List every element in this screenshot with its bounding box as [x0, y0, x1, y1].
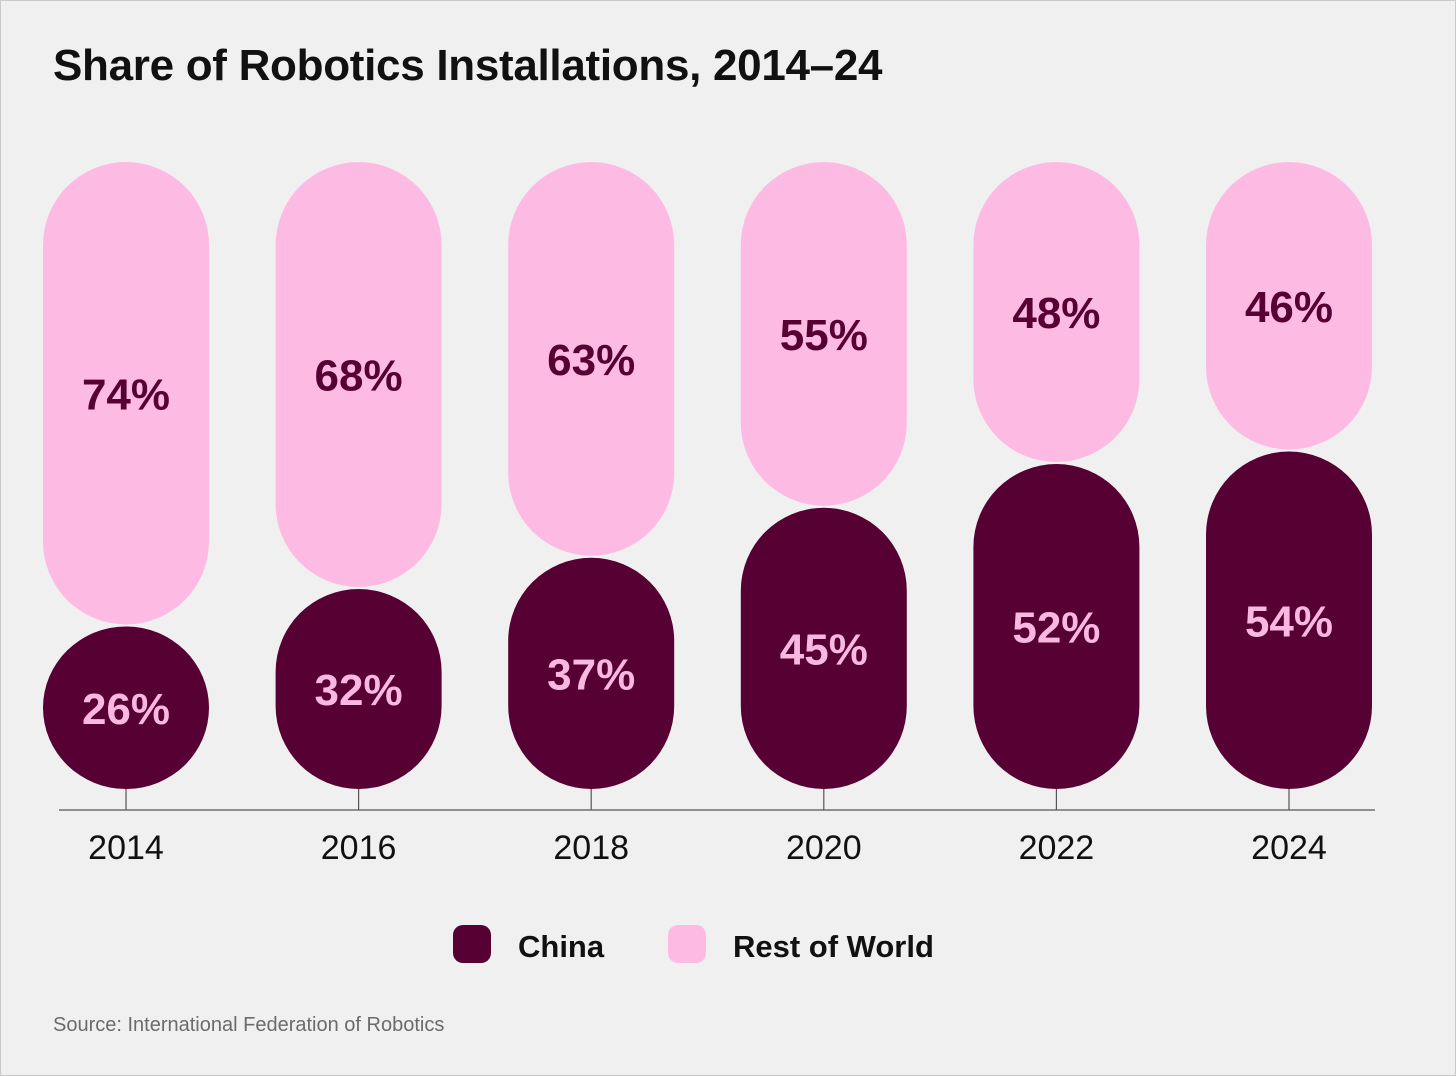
data-label-china-2016: 32%: [315, 666, 403, 715]
x-tick-label-2024: 2024: [1251, 829, 1327, 867]
x-tick-label-2016: 2016: [321, 829, 397, 867]
data-label-rest-of-world-2014: 74%: [82, 370, 170, 419]
bar-rest-of-world-2024: [1206, 162, 1372, 450]
data-label-rest-of-world-2016: 68%: [315, 352, 403, 401]
bar-rest-of-world-2022: [973, 162, 1140, 462]
data-label-china-2018: 37%: [547, 650, 635, 699]
legend-swatch-rest-of-world: [668, 925, 706, 963]
bar-rest-of-world-2016: [275, 162, 442, 587]
bar-rest-of-world-2014: [43, 162, 209, 625]
source-note: Source: International Federation of Robo…: [53, 1014, 445, 1036]
legend-label-china: China: [518, 929, 605, 964]
bar-china-2016: [275, 589, 442, 789]
data-label-rest-of-world-2022: 48%: [1012, 289, 1100, 338]
x-tick-label-2020: 2020: [786, 829, 862, 867]
bar-china-2020: [740, 507, 907, 789]
chart-title: Share of Robotics Installations, 2014–24: [53, 41, 883, 90]
x-tick-label-2022: 2022: [1019, 829, 1095, 867]
bar-rest-of-world-2018: [508, 162, 675, 556]
x-tick-label-2014: 2014: [88, 829, 164, 867]
x-tick-label-2018: 2018: [553, 829, 629, 867]
data-label-china-2024: 54%: [1245, 597, 1333, 646]
data-label-rest-of-world-2018: 63%: [547, 336, 635, 385]
bar-china-2022: [973, 464, 1140, 789]
data-label-rest-of-world-2020: 55%: [780, 311, 868, 360]
bar-china-2018: [508, 557, 675, 789]
bar-rest-of-world-2020: [740, 162, 907, 506]
data-label-china-2020: 45%: [780, 625, 868, 674]
legend-swatch-china: [453, 925, 491, 963]
data-label-china-2014: 26%: [82, 685, 170, 734]
data-label-china-2022: 52%: [1012, 604, 1100, 653]
data-label-rest-of-world-2024: 46%: [1245, 283, 1333, 332]
bar-china-2024: [1206, 451, 1372, 789]
bar-china-2014: [43, 626, 209, 789]
legend-label-rest-of-world: Rest of World: [733, 929, 934, 964]
